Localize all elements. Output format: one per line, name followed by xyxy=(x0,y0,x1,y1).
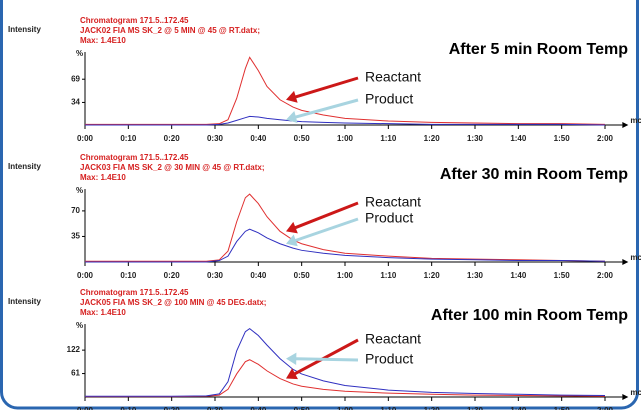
x-tick-label: 0:20 xyxy=(164,271,181,280)
series-label: Product xyxy=(365,210,413,226)
x-axis-title: mcs xyxy=(630,388,641,397)
y-tick-label: 122 xyxy=(67,345,81,354)
x-tick-label: 0:10 xyxy=(120,406,137,410)
arrow-head xyxy=(286,368,298,380)
arrow-shaft xyxy=(295,98,359,119)
x-tick-label: 1:50 xyxy=(554,406,571,410)
x-axis-arrow xyxy=(622,394,629,400)
series-line xyxy=(85,359,606,398)
arrow-head xyxy=(286,234,298,247)
header-line: JACK02 FIA MS SK_2 @ 5 MIN @ 45 @ RT.dat… xyxy=(80,26,260,35)
y-tick-label: 35 xyxy=(71,232,80,241)
x-tick-label: 1:30 xyxy=(467,271,484,280)
x-tick-label: 0:40 xyxy=(250,134,267,143)
x-tick-label: 1:10 xyxy=(380,406,397,410)
header-line: JACK03 FIA MS SK_2 @ 30 MIN @ 45 @ RT.da… xyxy=(80,163,264,172)
header-line: Max: 1.4E10 xyxy=(80,308,126,317)
x-tick-label: 1:00 xyxy=(337,134,354,143)
x-tick-label: 1:10 xyxy=(380,134,397,143)
x-tick-label: 0:40 xyxy=(250,406,267,410)
x-tick-label: 1:40 xyxy=(510,406,527,410)
x-tick-label: 0:50 xyxy=(294,406,311,410)
arrow-head xyxy=(286,221,298,234)
x-tick-label: 1:00 xyxy=(337,271,354,280)
x-tick-label: 0:30 xyxy=(207,271,224,280)
x-tick-label: 0:20 xyxy=(164,406,181,410)
y-unit: % xyxy=(76,186,83,195)
arrow-shaft xyxy=(294,217,359,242)
y-unit: % xyxy=(76,49,83,58)
y-axis-title: Intensity xyxy=(8,25,41,34)
x-axis-arrow xyxy=(622,259,629,265)
x-tick-label: 0:00 xyxy=(77,271,94,280)
series-label: Reactant xyxy=(365,194,421,210)
y-tick-label: 61 xyxy=(71,369,80,378)
arrow-head xyxy=(286,90,298,103)
x-tick-label: 0:00 xyxy=(77,406,94,410)
x-tick-label: 0:40 xyxy=(250,271,267,280)
x-tick-label: 0:50 xyxy=(294,134,311,143)
x-axis-title: mcs xyxy=(630,253,641,262)
series-line xyxy=(85,56,606,125)
x-tick-label: 2:00 xyxy=(597,134,614,143)
header-line: Chromatogram 171.5..172.45 xyxy=(80,288,189,297)
series-line xyxy=(85,327,606,397)
header-line: Chromatogram 171.5..172.45 xyxy=(80,16,189,25)
y-unit: % xyxy=(76,321,83,330)
y-tick-label: 70 xyxy=(71,206,80,215)
series-label: Product xyxy=(365,91,413,107)
series-line xyxy=(85,115,606,126)
x-tick-label: 1:10 xyxy=(380,271,397,280)
annotation: After 100 min Room Temp xyxy=(431,307,628,324)
annotation: After 30 min Room Temp xyxy=(440,166,628,183)
x-tick-label: 1:50 xyxy=(554,271,571,280)
x-tick-label: 0:30 xyxy=(207,134,224,143)
x-tick-label: 1:20 xyxy=(424,134,441,143)
series-label: Reactant xyxy=(365,69,421,85)
x-tick-label: 1:40 xyxy=(510,134,527,143)
y-tick-label: 34 xyxy=(71,98,80,107)
annotation: After 5 min Room Temp xyxy=(449,41,629,58)
series-line xyxy=(85,228,606,263)
x-tick-label: 0:30 xyxy=(207,406,224,410)
x-tick-label: 1:20 xyxy=(424,271,441,280)
series-line xyxy=(85,193,606,262)
series-label: Product xyxy=(365,351,413,367)
x-tick-label: 1:40 xyxy=(510,271,527,280)
header-line: Max: 1.4E10 xyxy=(80,36,126,45)
arrow-head xyxy=(286,352,297,365)
y-axis-title: Intensity xyxy=(8,162,41,171)
x-tick-label: 0:50 xyxy=(294,271,311,280)
x-tick-label: 1:30 xyxy=(467,134,484,143)
arrow-shaft xyxy=(294,201,359,230)
y-axis-title: Intensity xyxy=(8,297,41,306)
header-line: Max: 1.4E10 xyxy=(80,173,126,182)
y-tick-label: 69 xyxy=(71,74,80,83)
x-tick-label: 2:00 xyxy=(597,271,614,280)
x-axis-arrow xyxy=(622,122,629,128)
x-tick-label: 0:10 xyxy=(120,134,137,143)
header-line: JACK05 FIA MS SK_2 @ 100 MIN @ 45 DEG.da… xyxy=(80,298,266,307)
x-tick-label: 0:00 xyxy=(77,134,94,143)
header-line: Chromatogram 171.5..172.45 xyxy=(80,153,189,162)
x-tick-label: 1:20 xyxy=(424,406,441,410)
x-tick-label: 1:30 xyxy=(467,406,484,410)
x-axis-title: mcs xyxy=(630,116,641,125)
x-tick-label: 2:00 xyxy=(597,406,614,410)
x-tick-label: 1:50 xyxy=(554,134,571,143)
arrow-head xyxy=(286,111,298,123)
series-label: Reactant xyxy=(365,331,421,347)
arrow-shaft xyxy=(295,76,359,99)
arrow-shaft xyxy=(295,357,359,362)
x-tick-label: 0:20 xyxy=(164,134,181,143)
x-tick-label: 1:00 xyxy=(337,406,354,410)
arrow-shaft xyxy=(294,338,359,376)
x-tick-label: 0:10 xyxy=(120,271,137,280)
